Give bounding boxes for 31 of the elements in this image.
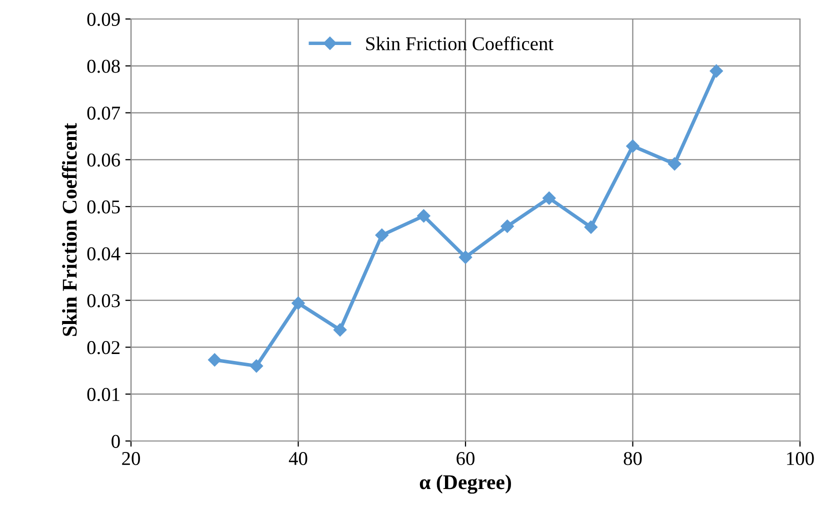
y-tick-label: 0.06 <box>87 153 120 167</box>
point <box>500 220 514 233</box>
x-tick-label: 60 <box>456 452 474 466</box>
y-tick-label: 0.01 <box>87 388 120 402</box>
point <box>458 250 472 264</box>
point <box>250 359 264 373</box>
point <box>375 228 388 242</box>
y-tick-label: 0.08 <box>87 60 120 73</box>
y-tick-label: 0.03 <box>87 294 120 308</box>
x-axis-title: α (Degree) <box>420 474 511 494</box>
x-tick-label: 20 <box>122 452 140 466</box>
y-axis-title: Skin Friction Coefficent <box>62 123 77 336</box>
point <box>584 220 598 234</box>
y-tick-label: 0 <box>112 434 120 448</box>
point <box>626 139 640 153</box>
x-tick-label: 100 <box>787 452 814 466</box>
y-tick-label: 0.09 <box>87 12 120 26</box>
y-tick-label: 0.05 <box>87 200 120 214</box>
point <box>292 296 305 310</box>
x-tick-label: 80 <box>624 452 642 466</box>
y-tick-label: 0.04 <box>87 247 120 260</box>
y-tick-label: 0.02 <box>87 341 120 354</box>
point <box>208 353 222 366</box>
point <box>542 192 556 205</box>
point <box>333 323 347 336</box>
y-tick-label: 0.07 <box>87 106 120 120</box>
point <box>668 157 682 170</box>
point <box>710 64 723 78</box>
point <box>417 209 430 223</box>
legend-label: Skin Friction Coefficent <box>366 36 554 50</box>
x-tick-label: 40 <box>288 452 308 466</box>
